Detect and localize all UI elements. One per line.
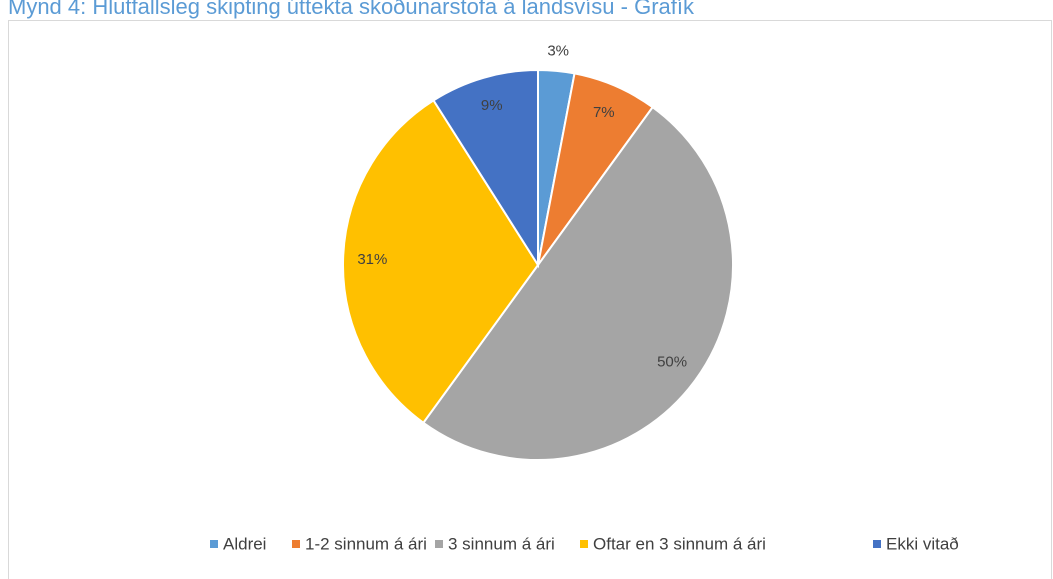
data-label: 50% [657,353,687,370]
legend-swatch [435,540,443,548]
legend-label: Oftar en 3 sinnum á ári [593,534,766,553]
legend-swatch [210,540,218,548]
legend-swatch [292,540,300,548]
data-label: 9% [481,97,503,114]
legend-label: 1-2 sinnum á ári [305,534,427,553]
legend-label: Ekki vitað [886,534,959,553]
data-label: 7% [593,104,615,121]
pie-slice [342,98,540,425]
data-label: 31% [357,251,387,268]
legend-swatch [580,540,588,548]
legend-label: Aldrei [223,534,266,553]
chart-frame [8,20,1052,579]
legend-swatch [873,540,881,548]
pie-slice [421,105,734,461]
data-label: 3% [547,42,569,59]
chart-title: Mynd 4: Hlutfallsleg skipting úttekta sk… [8,0,695,19]
pie-slice [432,68,539,269]
legend-label: 3 sinnum á ári [448,534,555,553]
